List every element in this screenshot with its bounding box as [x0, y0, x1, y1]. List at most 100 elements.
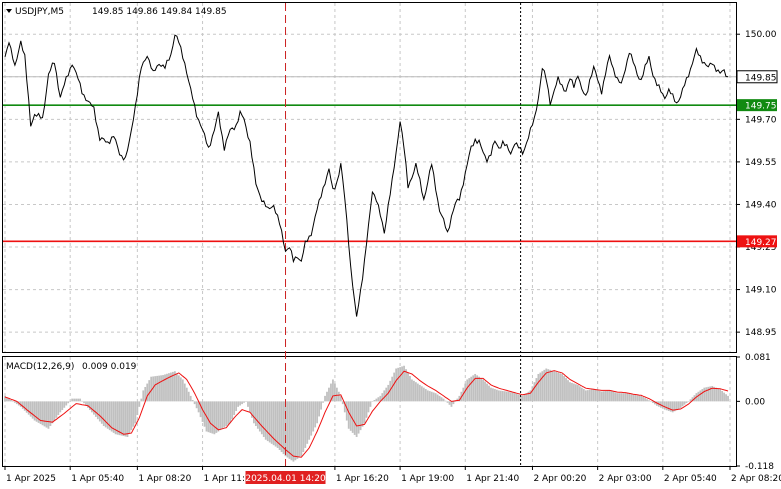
macd-bar [391, 376, 394, 402]
macd-bar [126, 401, 129, 437]
macd-bar [49, 401, 52, 427]
price-panel-frame [2, 2, 737, 353]
macd-bar [148, 380, 151, 402]
macd-bar [614, 392, 617, 402]
macd-bar [51, 401, 54, 424]
macd-bar [677, 401, 680, 410]
macd-bar [71, 398, 74, 402]
macd-bar [541, 371, 544, 402]
macd-bar [681, 401, 684, 407]
macd-label: MACD(12,26,9) [6, 362, 74, 372]
macd-bar [555, 371, 558, 402]
macd-bar [663, 401, 666, 410]
macd-bar [207, 401, 210, 433]
macd-bar [667, 401, 670, 411]
macd-bar [65, 401, 68, 406]
macd-bar [69, 400, 72, 402]
macd-bar [669, 401, 672, 412]
macd-bar [424, 389, 427, 402]
macd-bar [497, 390, 500, 402]
macd-bar [604, 390, 607, 402]
macd-bar [549, 369, 552, 402]
macd-bar [717, 388, 720, 402]
macd-bar [302, 401, 305, 453]
macd-bar [687, 401, 690, 402]
macd-bar [369, 401, 372, 407]
macd-bar [85, 401, 87, 406]
macd-bar [661, 401, 664, 409]
macd-bar [545, 368, 548, 402]
macd-bar [166, 373, 168, 402]
macd-bar [610, 391, 613, 402]
macd-bar [719, 389, 722, 402]
macd-bar [675, 401, 678, 411]
macd-bar [156, 375, 159, 402]
macd-tick-label: 0.00 [745, 397, 765, 407]
macd-bar [531, 386, 534, 402]
macd-bar [721, 390, 723, 402]
macd-bar [177, 375, 180, 402]
macd-bar [434, 393, 437, 402]
macd-bar [590, 389, 593, 402]
macd-bar [29, 401, 32, 417]
macd-bar [47, 401, 50, 429]
macd-bar [146, 383, 149, 402]
macd-bar [351, 401, 354, 433]
macd-bar [162, 375, 164, 402]
macd-bar [98, 401, 101, 422]
macd-bar [442, 398, 445, 402]
macd-bar [322, 401, 324, 403]
macd-bar [636, 395, 639, 402]
macd-bar [630, 394, 633, 402]
macd-bar [430, 391, 433, 402]
macd-bar [6, 397, 8, 402]
macd-bar [642, 396, 644, 402]
macd-bar [650, 401, 652, 402]
macd-bar [37, 401, 40, 423]
macd-bar [276, 401, 279, 448]
macd-bar [428, 391, 431, 402]
macd-bar [535, 378, 538, 402]
macd-bar [383, 390, 386, 402]
macd-bar [120, 401, 123, 436]
macd-bar [367, 401, 370, 413]
crosshair-time-tag: 2025.04.01 14:20 [245, 471, 326, 484]
macd-bar [316, 401, 319, 424]
macd-bar [561, 373, 563, 402]
macd-bar [219, 401, 222, 431]
macd-bar [347, 401, 350, 429]
macd-tick-label: -0.118 [745, 462, 774, 472]
symbol-dropdown-icon[interactable] [6, 9, 12, 13]
macd-bar [703, 387, 706, 402]
macd-bar [168, 373, 170, 402]
macd-bar [217, 401, 220, 432]
ohlc-values: 149.85 149.86 149.84 149.85 [92, 7, 227, 17]
macd-bar [154, 376, 157, 402]
macd-bar [596, 390, 599, 402]
macd-bar [45, 401, 48, 428]
macd-bar [606, 390, 609, 402]
macd-bar [600, 391, 603, 402]
macd-bar [243, 401, 245, 403]
macd-bar [509, 392, 512, 402]
macd-bar [575, 384, 577, 402]
macd-bar [381, 393, 384, 402]
macd-bar [598, 390, 601, 402]
macd-bar [211, 401, 214, 434]
macd-bar [513, 393, 516, 402]
macd-bar [628, 393, 631, 402]
macd-bar [409, 376, 411, 402]
macd-bar [709, 386, 712, 402]
macd-bar [124, 401, 127, 437]
macd-bar [310, 401, 313, 436]
macd-bar [727, 395, 729, 402]
macd-bar [373, 399, 376, 402]
macd-bar [468, 378, 471, 402]
macd-bar [108, 401, 111, 431]
macd-bar [665, 401, 668, 411]
macd-bar [432, 392, 435, 402]
macd-bar [15, 401, 18, 405]
macd-bar [272, 401, 275, 446]
macd-bar [576, 384, 579, 402]
macd-bar [578, 386, 581, 402]
